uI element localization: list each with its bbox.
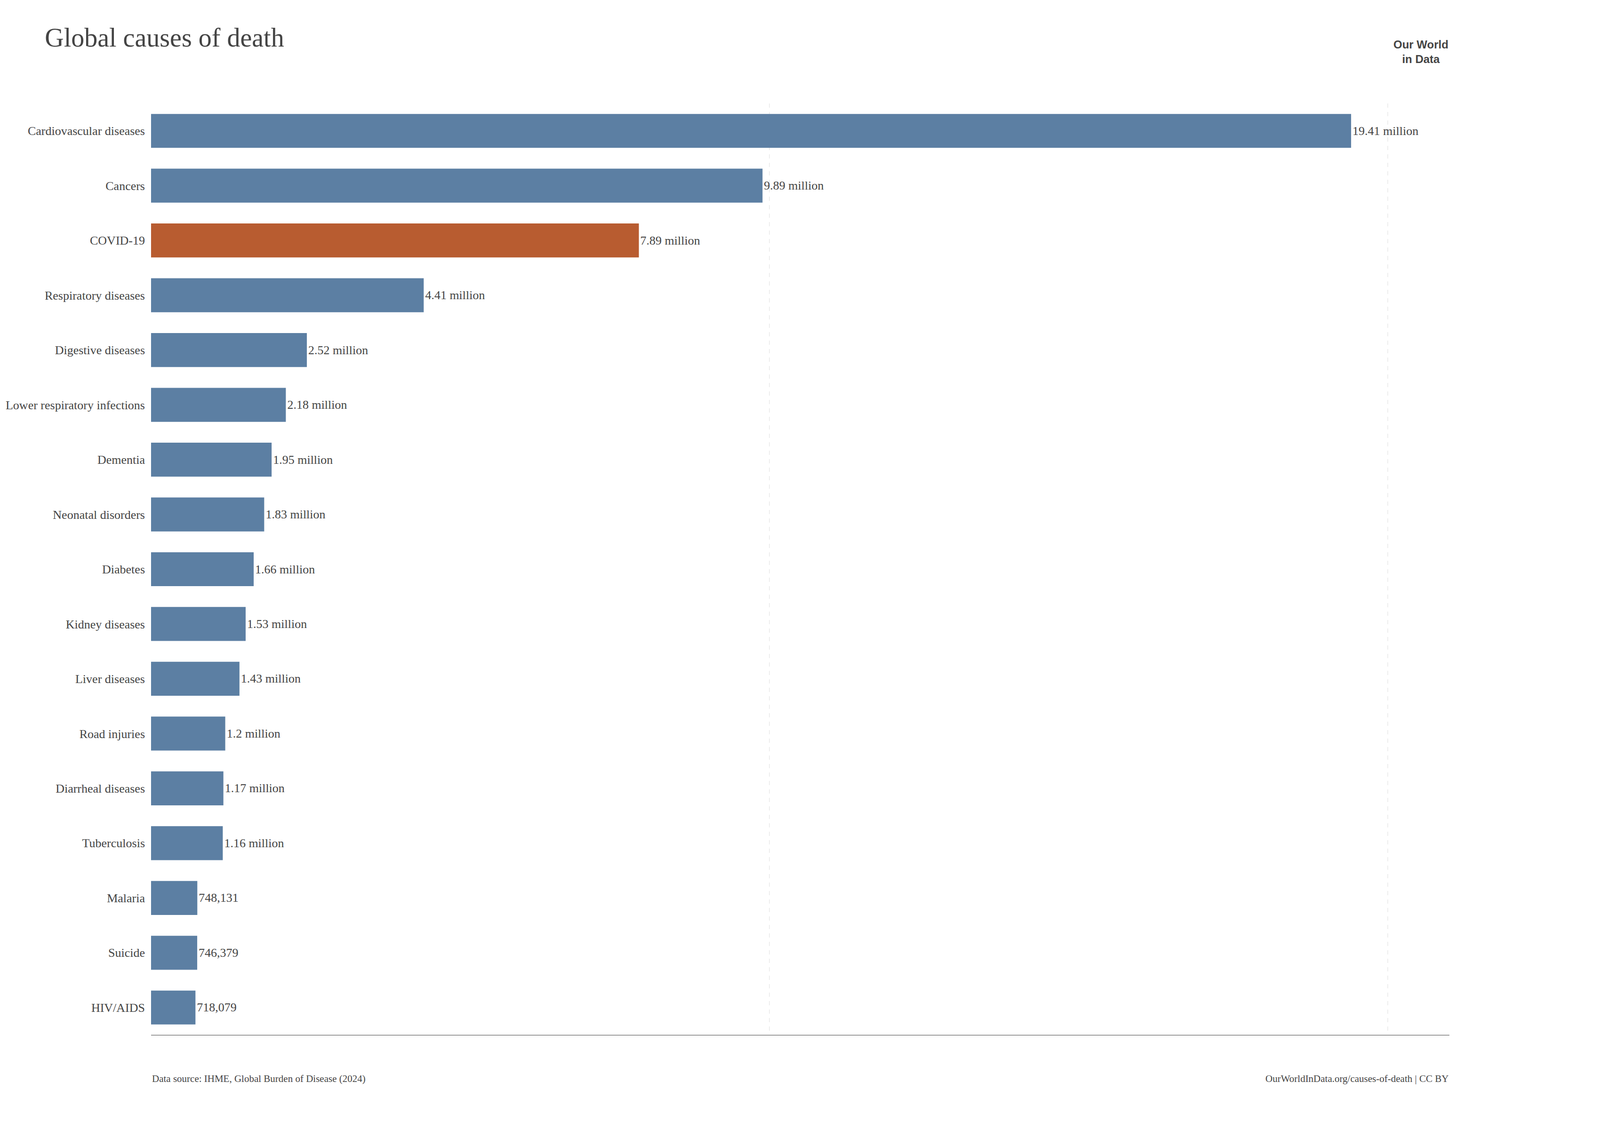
svg-text:Suicide: Suicide (108, 946, 145, 960)
svg-text:Neonatal disorders: Neonatal disorders (52, 508, 145, 522)
svg-text:1.2 million: 1.2 million (226, 727, 281, 741)
svg-text:Global causes of death: Global causes of death (44, 23, 284, 53)
svg-text:COVID-19: COVID-19 (89, 233, 145, 248)
svg-text:Data source: IHME, Global Burd: Data source: IHME, Global Burden of Dise… (152, 1073, 366, 1085)
svg-text:7.89 million: 7.89 million (640, 233, 701, 248)
svg-text:2.18 million: 2.18 million (287, 398, 347, 412)
svg-text:2.52 million: 2.52 million (308, 343, 368, 358)
svg-text:HIV/AIDS: HIV/AIDS (91, 1001, 145, 1016)
svg-text:Diabetes: Diabetes (102, 562, 145, 577)
svg-text:1.17 million: 1.17 million (224, 781, 285, 796)
svg-text:Lower respiratory infections: Lower respiratory infections (5, 398, 145, 413)
svg-text:Respiratory diseases: Respiratory diseases (44, 288, 145, 303)
svg-text:9.89 million: 9.89 million (763, 178, 824, 193)
svg-text:1.83 million: 1.83 million (265, 507, 326, 522)
svg-text:Road injuries: Road injuries (79, 727, 145, 742)
svg-text:Liver diseases: Liver diseases (75, 672, 145, 687)
svg-text:1.43 million: 1.43 million (240, 672, 301, 686)
svg-text:718,079: 718,079 (196, 1000, 237, 1015)
svg-text:Malaria: Malaria (106, 891, 145, 906)
svg-text:1.53 million: 1.53 million (247, 617, 307, 632)
svg-text:Cardiovascular diseases: Cardiovascular diseases (27, 124, 145, 138)
svg-text:Diarrheal diseases: Diarrheal diseases (55, 782, 145, 796)
svg-text:Tuberculosis: Tuberculosis (82, 836, 145, 851)
svg-text:OurWorldInData.org/causes-of-d: OurWorldInData.org/causes-of-death | CC … (1265, 1073, 1449, 1085)
svg-text:4.41 million: 4.41 million (424, 288, 485, 303)
svg-text:Dementia: Dementia (97, 453, 146, 467)
svg-text:1.95 million: 1.95 million (272, 453, 333, 467)
svg-text:19.41 million: 19.41 million (1352, 124, 1419, 138)
svg-text:1.16 million: 1.16 million (224, 836, 284, 851)
svg-text:Our Worldin Data: Our Worldin Data (1393, 38, 1449, 66)
svg-text:1.66 million: 1.66 million (255, 562, 315, 577)
svg-text:748,131: 748,131 (198, 891, 239, 905)
svg-text:746,379: 746,379 (198, 946, 239, 960)
svg-text:Cancers: Cancers (105, 179, 145, 193)
svg-text:Kidney diseases: Kidney diseases (65, 617, 145, 632)
svg-text:Digestive diseases: Digestive diseases (55, 343, 145, 358)
